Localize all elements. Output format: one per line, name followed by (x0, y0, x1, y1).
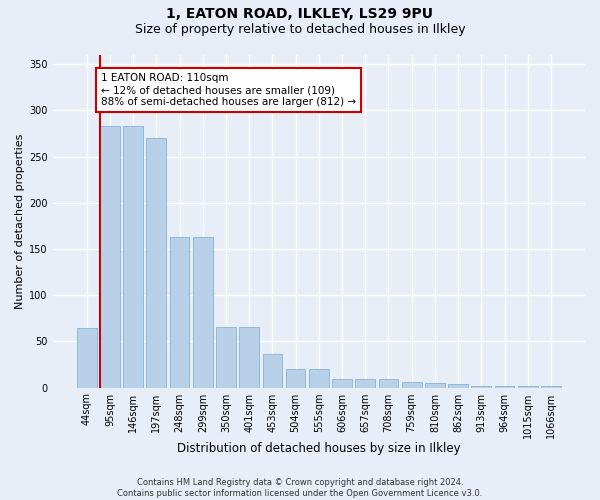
Text: 1, EATON ROAD, ILKLEY, LS29 9PU: 1, EATON ROAD, ILKLEY, LS29 9PU (167, 8, 433, 22)
Bar (286, 369, 305, 388)
Bar (239, 326, 259, 388)
Text: Contains HM Land Registry data © Crown copyright and database right 2024.
Contai: Contains HM Land Registry data © Crown c… (118, 478, 482, 498)
Bar (332, 380, 352, 388)
Bar (216, 326, 236, 388)
Y-axis label: Number of detached properties: Number of detached properties (15, 134, 25, 309)
Text: 1 EATON ROAD: 110sqm
← 12% of detached houses are smaller (109)
88% of semi-deta: 1 EATON ROAD: 110sqm ← 12% of detached h… (101, 74, 356, 106)
Bar (518, 386, 538, 388)
Bar (425, 383, 445, 388)
Text: Size of property relative to detached houses in Ilkley: Size of property relative to detached ho… (134, 22, 466, 36)
Bar (100, 126, 120, 388)
Bar (355, 380, 375, 388)
Bar (541, 386, 561, 388)
Bar (146, 138, 166, 388)
Bar (402, 382, 422, 388)
Bar (472, 386, 491, 388)
Bar (494, 386, 514, 388)
Bar (379, 380, 398, 388)
Bar (170, 237, 190, 388)
Bar (263, 354, 282, 388)
Bar (309, 369, 329, 388)
Bar (77, 328, 97, 388)
Bar (448, 384, 468, 388)
Bar (123, 126, 143, 388)
X-axis label: Distribution of detached houses by size in Ilkley: Distribution of detached houses by size … (177, 442, 461, 455)
Bar (193, 237, 212, 388)
